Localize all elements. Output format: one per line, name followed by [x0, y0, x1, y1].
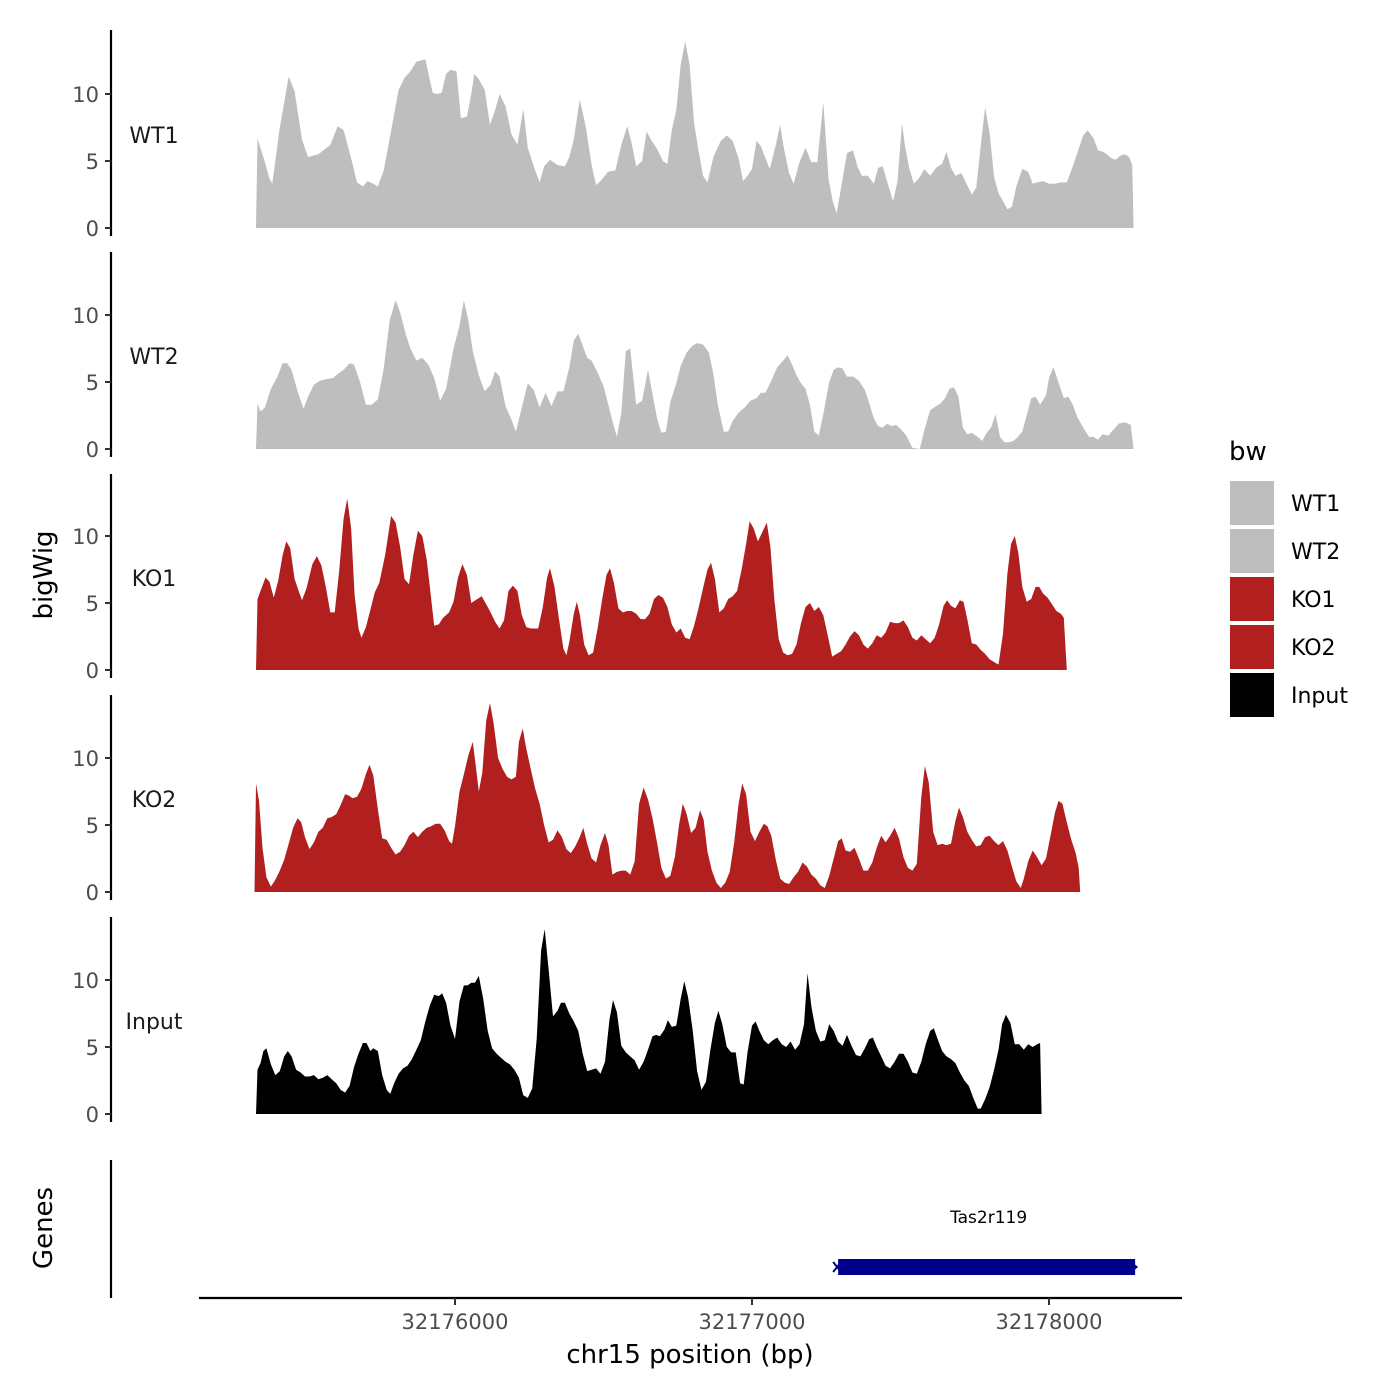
legend-label-ko1: KO1	[1291, 588, 1336, 613]
track-ko2: 0 5 10 KO2	[72, 695, 1081, 905]
y-tick-label: 10	[72, 304, 99, 328]
legend-key-input	[1230, 673, 1274, 717]
gene-start-marker	[832, 1261, 842, 1273]
signal-area-wt1	[256, 41, 1134, 229]
track-label: Input	[126, 1010, 183, 1035]
track-label: KO1	[132, 567, 177, 592]
y-tick-label: 10	[72, 83, 99, 107]
legend-label-wt1: WT1	[1291, 492, 1340, 517]
x-axis-title: chr15 position (bp)	[566, 1340, 813, 1370]
legend-key-ko2	[1230, 625, 1274, 669]
y-tick-label: 0	[86, 659, 99, 683]
legend-title: bw	[1229, 437, 1267, 467]
genes-axis-title: Genes	[29, 1187, 59, 1269]
y-tick-label: 10	[72, 525, 99, 549]
legend-key-wt2	[1230, 529, 1274, 573]
y-tick-label: 0	[86, 217, 99, 241]
legend-label-input: Input	[1291, 684, 1348, 709]
x-axis: 32176000 32177000 32178000	[199, 1296, 1182, 1334]
x-tick-label: 32178000	[996, 1310, 1103, 1334]
signal-tracks: 0 5 10 WT1 0 5 10 WT2 0 5 10 KO1 0 5 10 KO2 0 5 10 Input	[72, 30, 1134, 1127]
legend-key-wt1	[1230, 481, 1274, 525]
gene-body	[838, 1259, 1136, 1275]
signal-area-wt2	[256, 300, 1134, 449]
track-wt1: 0 5 10 WT1	[72, 30, 1134, 241]
x-tick-label: 32177000	[699, 1310, 806, 1334]
y-tick-label: 5	[86, 150, 99, 174]
track-ko1: 0 5 10 KO1	[72, 474, 1067, 683]
x-tick-label: 32176000	[402, 1310, 509, 1334]
gene-end-marker	[1133, 1263, 1139, 1271]
y-tick-label: 10	[72, 747, 99, 771]
signal-area-ko2	[254, 703, 1081, 892]
track-label: KO2	[132, 788, 177, 813]
legend-key-ko1	[1230, 577, 1274, 621]
y-tick-label: 0	[86, 438, 99, 462]
y-tick-label: 5	[86, 592, 99, 616]
gene-label: Tas2r119	[949, 1208, 1027, 1228]
y-axis-title: bigWig	[29, 530, 59, 619]
y-tick-label: 5	[86, 1036, 99, 1060]
y-tick-label: 0	[86, 881, 99, 905]
legend-label-wt2: WT2	[1291, 540, 1340, 565]
y-tick-label: 5	[86, 371, 99, 395]
track-label: WT2	[129, 345, 178, 370]
y-tick-label: 5	[86, 814, 99, 838]
track-wt2: 0 5 10 WT2	[72, 252, 1134, 462]
legend: bw WT1 WT2 KO1 KO2 Input	[1229, 437, 1348, 717]
y-tick-label: 0	[86, 1103, 99, 1127]
track-label: WT1	[129, 124, 178, 149]
legend-label-ko2: KO2	[1291, 636, 1336, 661]
y-tick-label: 10	[72, 969, 99, 993]
track-input: 0 5 10 Input	[72, 917, 1042, 1127]
signal-area-ko1	[256, 498, 1067, 670]
signal-area-input	[256, 929, 1042, 1114]
genes-panel: Tas2r119	[109, 1160, 1139, 1298]
